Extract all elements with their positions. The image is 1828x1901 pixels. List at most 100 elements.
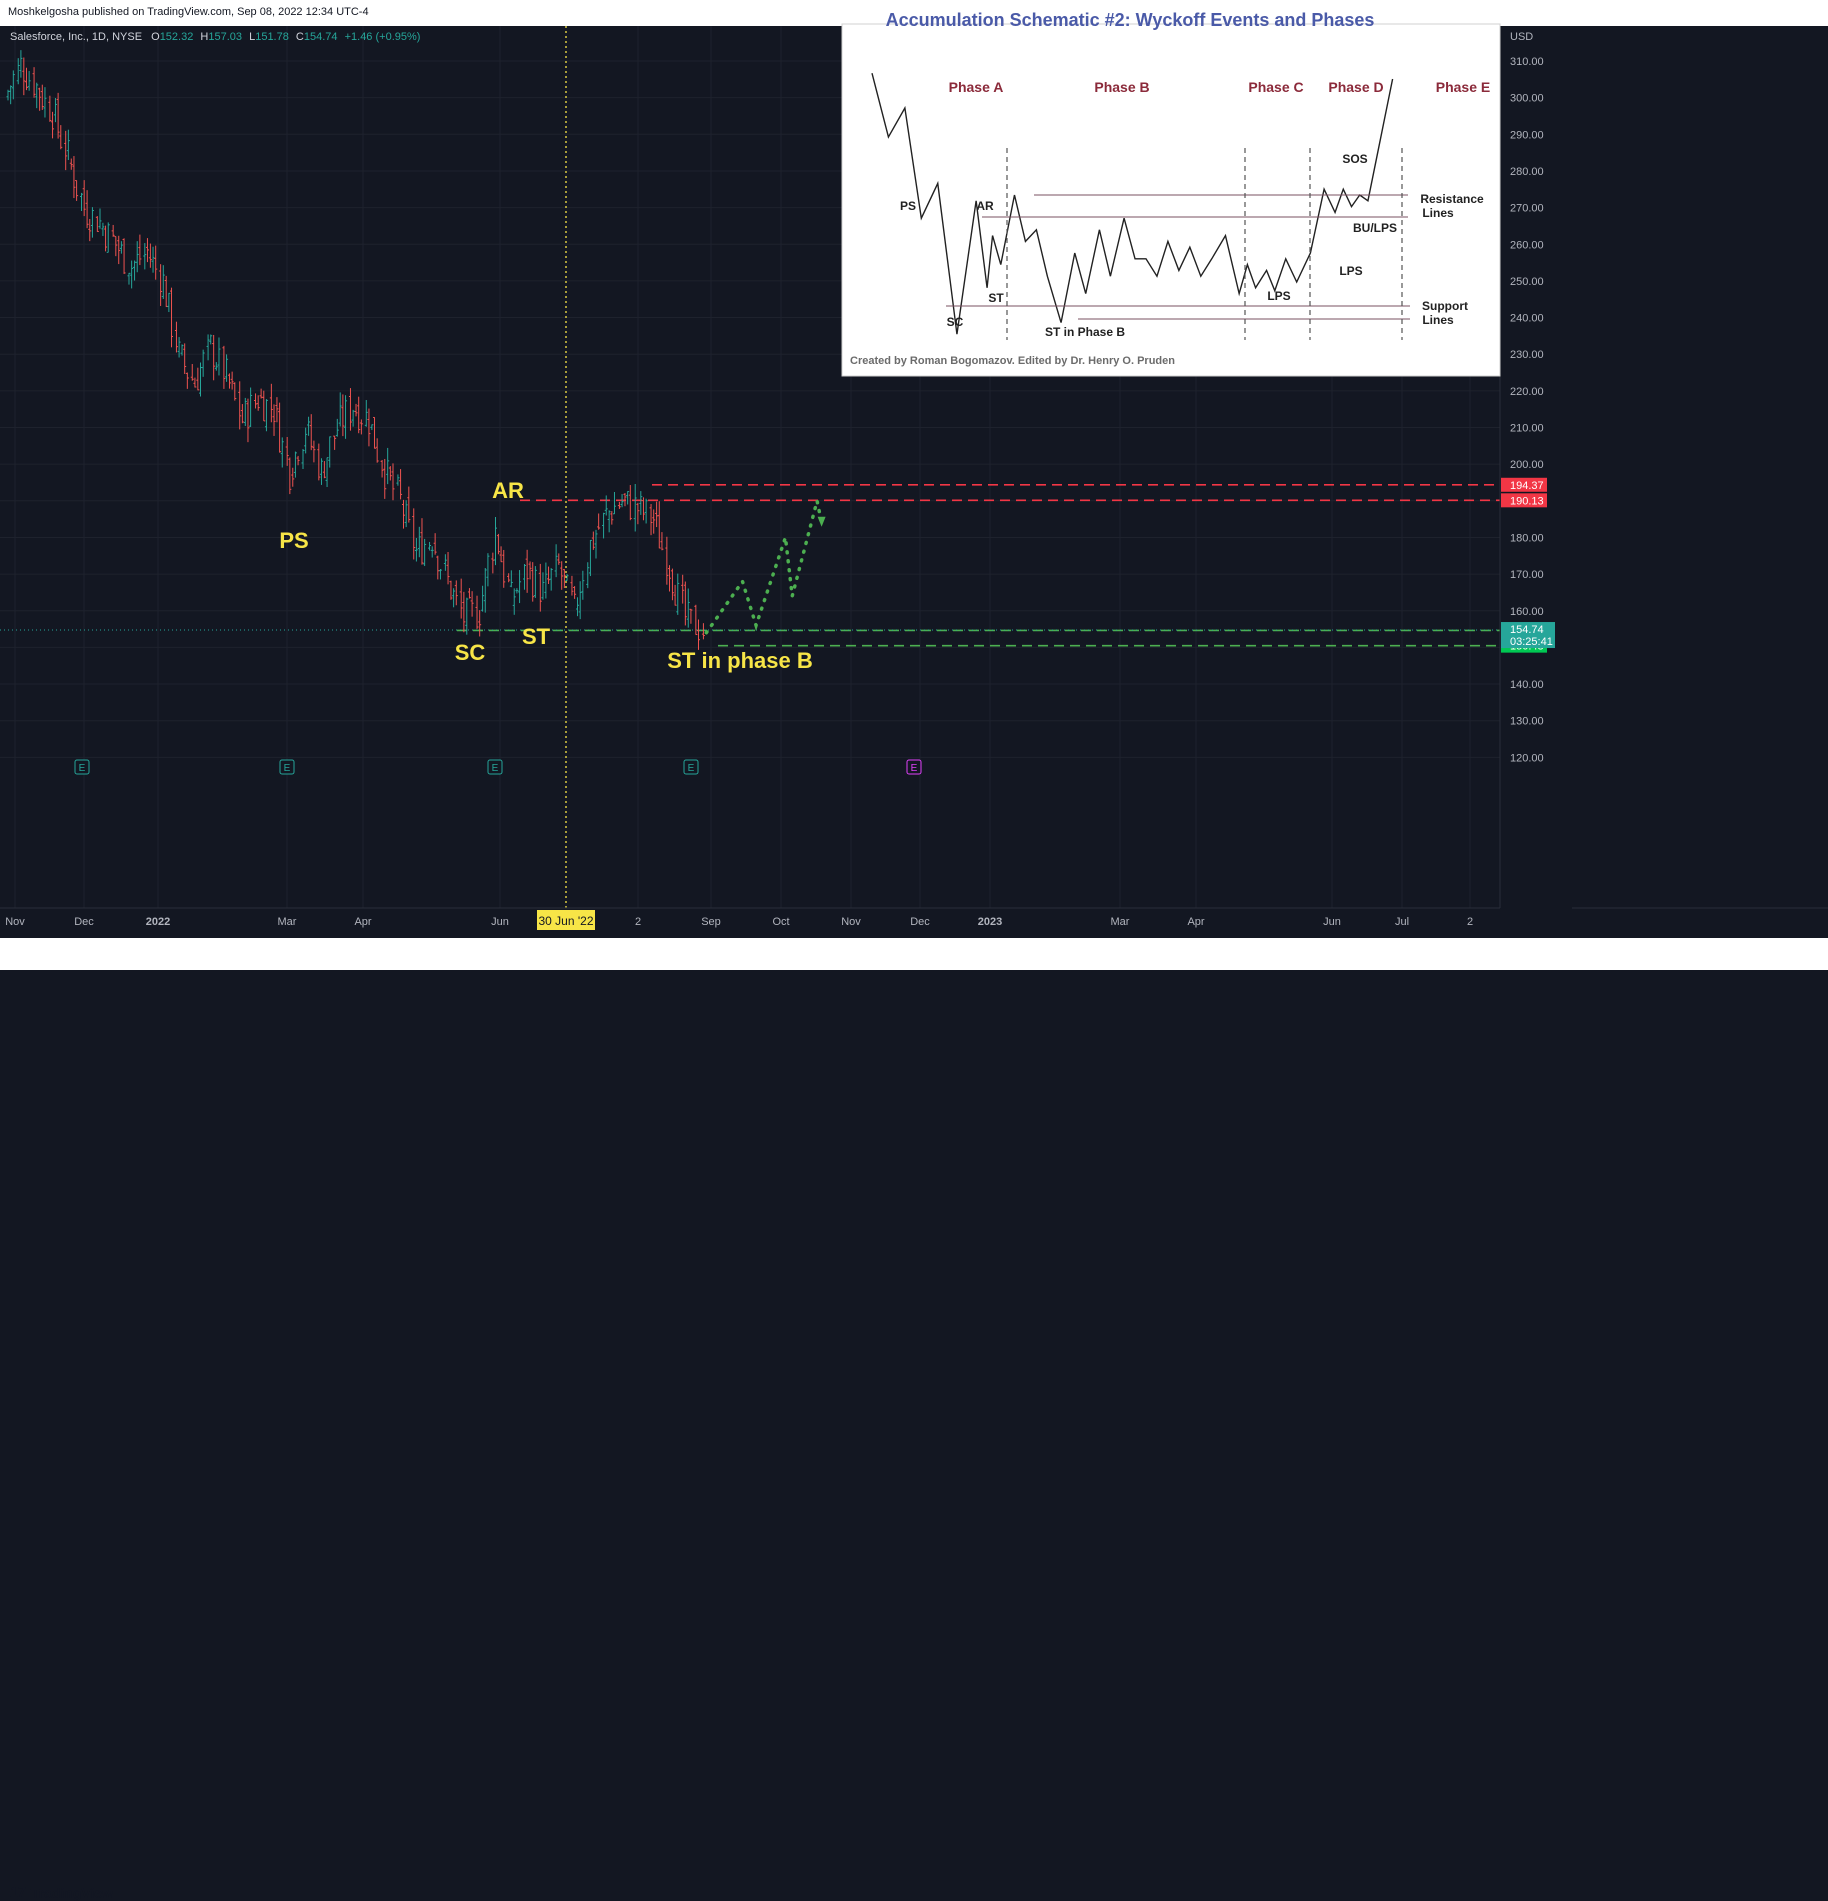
price-tick-label: 270.00: [1510, 203, 1544, 215]
inset-credit: Created by Roman Bogomazov. Edited by Dr…: [850, 355, 1175, 367]
earnings-label: E: [284, 763, 291, 774]
price-tick-label: 140.00: [1510, 679, 1544, 691]
price-chart[interactable]: PS AR SC ST ST in phase B E E E E E Nov Dec 2022 Ma…: [0, 0, 1828, 938]
price-tick-label: 280.00: [1510, 166, 1544, 178]
open-value: 152.32: [160, 31, 194, 43]
price-tick-label: 210.00: [1510, 423, 1544, 435]
resistance-price-tag-label: 190.13: [1510, 495, 1544, 507]
time-tick-label: Jun: [1323, 916, 1341, 928]
annotation-label: PS: [279, 528, 308, 553]
earnings-icon: [74, 759, 90, 775]
time-tick-label: Nov: [841, 916, 861, 928]
annotation-label: AR: [492, 478, 524, 503]
publisher-bar: Moshkelgosha published on TradingView.co…: [0, 0, 1828, 26]
tradingview-icon: 17: [10, 1884, 26, 1901]
schematic-phase-label: Phase E: [1436, 79, 1490, 95]
time-tick-label: 2: [1467, 916, 1473, 928]
symbol-title: Salesforce, Inc., 1D, NYSE: [10, 31, 142, 43]
currency-label: USD: [1510, 31, 1533, 43]
schematic-event-label: PS: [900, 199, 916, 213]
last-price-countdown: 03:25:41: [1510, 636, 1553, 648]
price-tick-label: 160.00: [1510, 606, 1544, 618]
schematic-event-label: LPS: [1339, 264, 1362, 278]
last-price-value: 154.74: [1510, 624, 1544, 636]
inset-title: Accumulation Schematic #2: Wyckoff Event…: [886, 10, 1375, 30]
annotation-label: SC: [455, 640, 486, 665]
close-label: C: [296, 31, 304, 43]
last-price-tag: [1501, 622, 1555, 649]
high-label: H: [200, 31, 208, 43]
price-tick-label: 310.00: [1510, 56, 1544, 68]
schematic-event-label: ST in Phase B: [1045, 325, 1125, 339]
schematic-price-line: [871, 73, 1394, 335]
crosshair-date-label: 30 Jun '22: [538, 914, 593, 928]
wyckoff-schematic-inset: Accumulation Schematic #2: Wyckoff Event…: [841, 10, 1501, 377]
time-tick-label: 2: [635, 916, 641, 928]
price-tick-label: 120.00: [1510, 752, 1544, 764]
time-tick-label: Mar: [278, 916, 297, 928]
schematic-event-label: BU/LPS: [1353, 221, 1397, 235]
time-tick-label: Jul: [1395, 916, 1409, 928]
ohlc-legend: Salesforce, Inc., 1D, NYSE O152.32 H157.…: [10, 31, 420, 43]
projection-path: [704, 500, 826, 635]
inset-diagram: Phase A Phase B Phase C Phase D Phase E PS AR S…: [871, 73, 1490, 340]
schematic-event-label: SOS: [1342, 152, 1367, 166]
price-tick-label: 290.00: [1510, 129, 1544, 141]
resistance-price-tag: [1501, 477, 1547, 492]
candlestick-series: [6, 50, 705, 650]
schematic-event-label: Support: [1422, 299, 1468, 313]
time-tick-label: Apr: [354, 916, 371, 928]
price-tick-label: 200.00: [1510, 459, 1544, 471]
price-levels: [0, 483, 1500, 647]
price-tick-label: 300.00: [1510, 93, 1544, 105]
publisher-text: Moshkelgosha published on TradingView.co…: [8, 6, 369, 18]
price-tick-label: 180.00: [1510, 532, 1544, 544]
schematic-phase-label: Phase B: [1094, 79, 1149, 95]
time-tick-label: Oct: [772, 916, 789, 928]
schematic-event-label: SC: [947, 315, 964, 329]
price-tick-label: 260.00: [1510, 239, 1544, 251]
change-value: +1.46 (+0.95%): [345, 31, 421, 43]
schematic-phase-label: Phase D: [1328, 79, 1383, 95]
time-tick-label: Mar: [1111, 916, 1130, 928]
price-tick-label: 170.00: [1510, 569, 1544, 581]
schematic-event-label: Resistance: [1420, 192, 1484, 206]
schematic-event-label: ST: [988, 291, 1004, 305]
tradingview-logo[interactable]: 17 TradingView: [10, 1884, 113, 1901]
earnings-label: E: [492, 763, 499, 774]
price-tick-label: 250.00: [1510, 276, 1544, 288]
resistance-price-tag: [1501, 493, 1547, 508]
time-tick-label: 2022: [146, 916, 170, 928]
time-tick-label: Nov: [5, 916, 25, 928]
price-tick-label: 240.00: [1510, 313, 1544, 325]
price-tick-label: 230.00: [1510, 349, 1544, 361]
time-tick-label: Sep: [701, 916, 721, 928]
low-label: L: [249, 31, 255, 43]
wyckoff-annotations: PS AR SC ST ST in phase B: [279, 478, 812, 673]
crosshair-date-box: [537, 910, 595, 930]
time-tick-label: Dec: [74, 916, 94, 928]
price-tick-label: 130.00: [1510, 716, 1544, 728]
time-tick-label: Apr: [1187, 916, 1204, 928]
earnings-icon: [279, 759, 295, 775]
time-tick-label: 2023: [978, 916, 1002, 928]
schematic-phase-label: Phase A: [949, 79, 1004, 95]
resistance-price-tag-label: 194.37: [1510, 480, 1544, 492]
annotation-label: ST in phase B: [667, 648, 812, 673]
high-value: 157.03: [208, 31, 242, 43]
earnings-label: E: [79, 763, 86, 774]
schematic-phase-label: Phase C: [1248, 79, 1303, 95]
schematic-event-label: AR: [976, 199, 994, 213]
tradingview-brand: TradingView: [30, 1884, 113, 1901]
schematic-event-label: Lines: [1422, 313, 1454, 327]
earnings-icon: [906, 759, 922, 775]
price-tick-label: 220.00: [1510, 386, 1544, 398]
time-tick-label: Dec: [910, 916, 930, 928]
projection-arrowhead: [817, 516, 826, 527]
earnings-label: E: [688, 763, 695, 774]
time-tick-label: Jun: [491, 916, 509, 928]
open-label: O: [151, 31, 160, 43]
schematic-event-label: LPS: [1267, 289, 1290, 303]
